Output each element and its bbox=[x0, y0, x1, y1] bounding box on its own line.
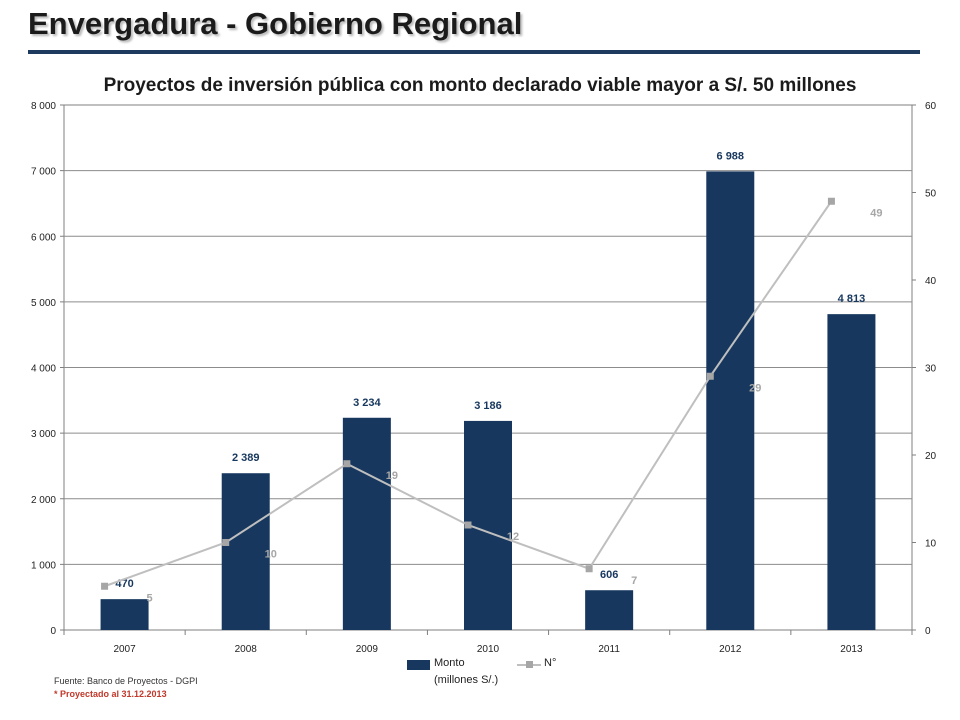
bar-monto-2012 bbox=[706, 171, 755, 630]
source-note: Fuente: Banco de Proyectos - DGPI bbox=[54, 676, 198, 686]
x-tick-label: 2012 bbox=[719, 644, 742, 655]
y-left-tick-label: 3 000 bbox=[31, 429, 56, 440]
y-right-tick-label: 50 bbox=[925, 189, 937, 200]
x-tick-label: 2009 bbox=[356, 644, 379, 655]
y-right-tick-label: 40 bbox=[925, 276, 937, 287]
y-left-tick-label: 8 000 bbox=[31, 101, 56, 112]
bar-data-label: 6 988 bbox=[717, 150, 745, 162]
y-left-tick-label: 4 000 bbox=[31, 364, 56, 375]
line-data-label: 29 bbox=[749, 382, 761, 394]
bar-data-label: 3 186 bbox=[474, 400, 502, 412]
title-underline bbox=[28, 50, 920, 54]
y-left-tick-label: 1 000 bbox=[31, 560, 56, 571]
bar-monto-2011 bbox=[585, 590, 634, 630]
projection-note: * Proyectado al 31.12.2013 bbox=[54, 689, 167, 699]
line-data-label: 10 bbox=[265, 549, 277, 561]
line-marker-2011 bbox=[585, 565, 593, 573]
y-left-tick-label: 5 000 bbox=[31, 298, 56, 309]
legend-label-monto-units: (millones S/.) bbox=[434, 674, 499, 686]
line-marker-2008 bbox=[222, 539, 230, 546]
legend-swatch-bar bbox=[407, 660, 430, 670]
y-left-tick-label: 7 000 bbox=[31, 167, 56, 178]
chart-title: Proyectos de inversión pública con monto… bbox=[103, 75, 857, 96]
y-left-tick-label: 6 000 bbox=[31, 232, 56, 243]
line-marker-2012 bbox=[706, 372, 714, 380]
line-marker-2010 bbox=[464, 521, 472, 529]
x-tick-label: 2008 bbox=[235, 644, 258, 655]
bar-data-label: 4 813 bbox=[838, 293, 866, 305]
line-data-label: 49 bbox=[870, 207, 882, 219]
line-marker-2007 bbox=[101, 582, 109, 590]
bar-monto-2013 bbox=[827, 314, 876, 630]
y-right-tick-label: 10 bbox=[925, 539, 937, 550]
bar-data-label: 2 389 bbox=[232, 452, 260, 464]
bar-monto-2008 bbox=[221, 473, 270, 630]
line-data-label: 5 bbox=[147, 592, 153, 604]
line-marker-2009 bbox=[343, 460, 351, 468]
line-data-label: 12 bbox=[507, 531, 519, 543]
y-left-tick-label: 0 bbox=[50, 626, 56, 637]
bar-data-label: 3 234 bbox=[353, 397, 381, 409]
bar-monto-2009 bbox=[342, 417, 391, 630]
line-data-label: 7 bbox=[631, 575, 637, 587]
y-right-tick-label: 60 bbox=[925, 101, 937, 112]
y-left-tick-label: 2 000 bbox=[31, 495, 56, 506]
bar-data-label: 606 bbox=[600, 569, 618, 581]
x-tick-label: 2013 bbox=[840, 644, 863, 655]
line-data-label: 19 bbox=[386, 470, 398, 482]
x-tick-label: 2010 bbox=[477, 644, 500, 655]
x-tick-label: 2007 bbox=[113, 644, 136, 655]
y-right-tick-label: 30 bbox=[925, 364, 937, 375]
x-tick-label: 2011 bbox=[598, 644, 620, 655]
legend-label-monto: Monto bbox=[434, 657, 465, 669]
legend-swatch-marker bbox=[526, 661, 533, 668]
bar-monto-2007 bbox=[100, 599, 149, 630]
y-right-tick-label: 20 bbox=[925, 451, 937, 462]
y-right-tick-label: 0 bbox=[925, 626, 931, 637]
line-marker-2013 bbox=[827, 197, 835, 205]
legend-label-numero: N° bbox=[544, 657, 557, 669]
page-title: Envergadura - Gobierno Regional bbox=[28, 6, 523, 41]
